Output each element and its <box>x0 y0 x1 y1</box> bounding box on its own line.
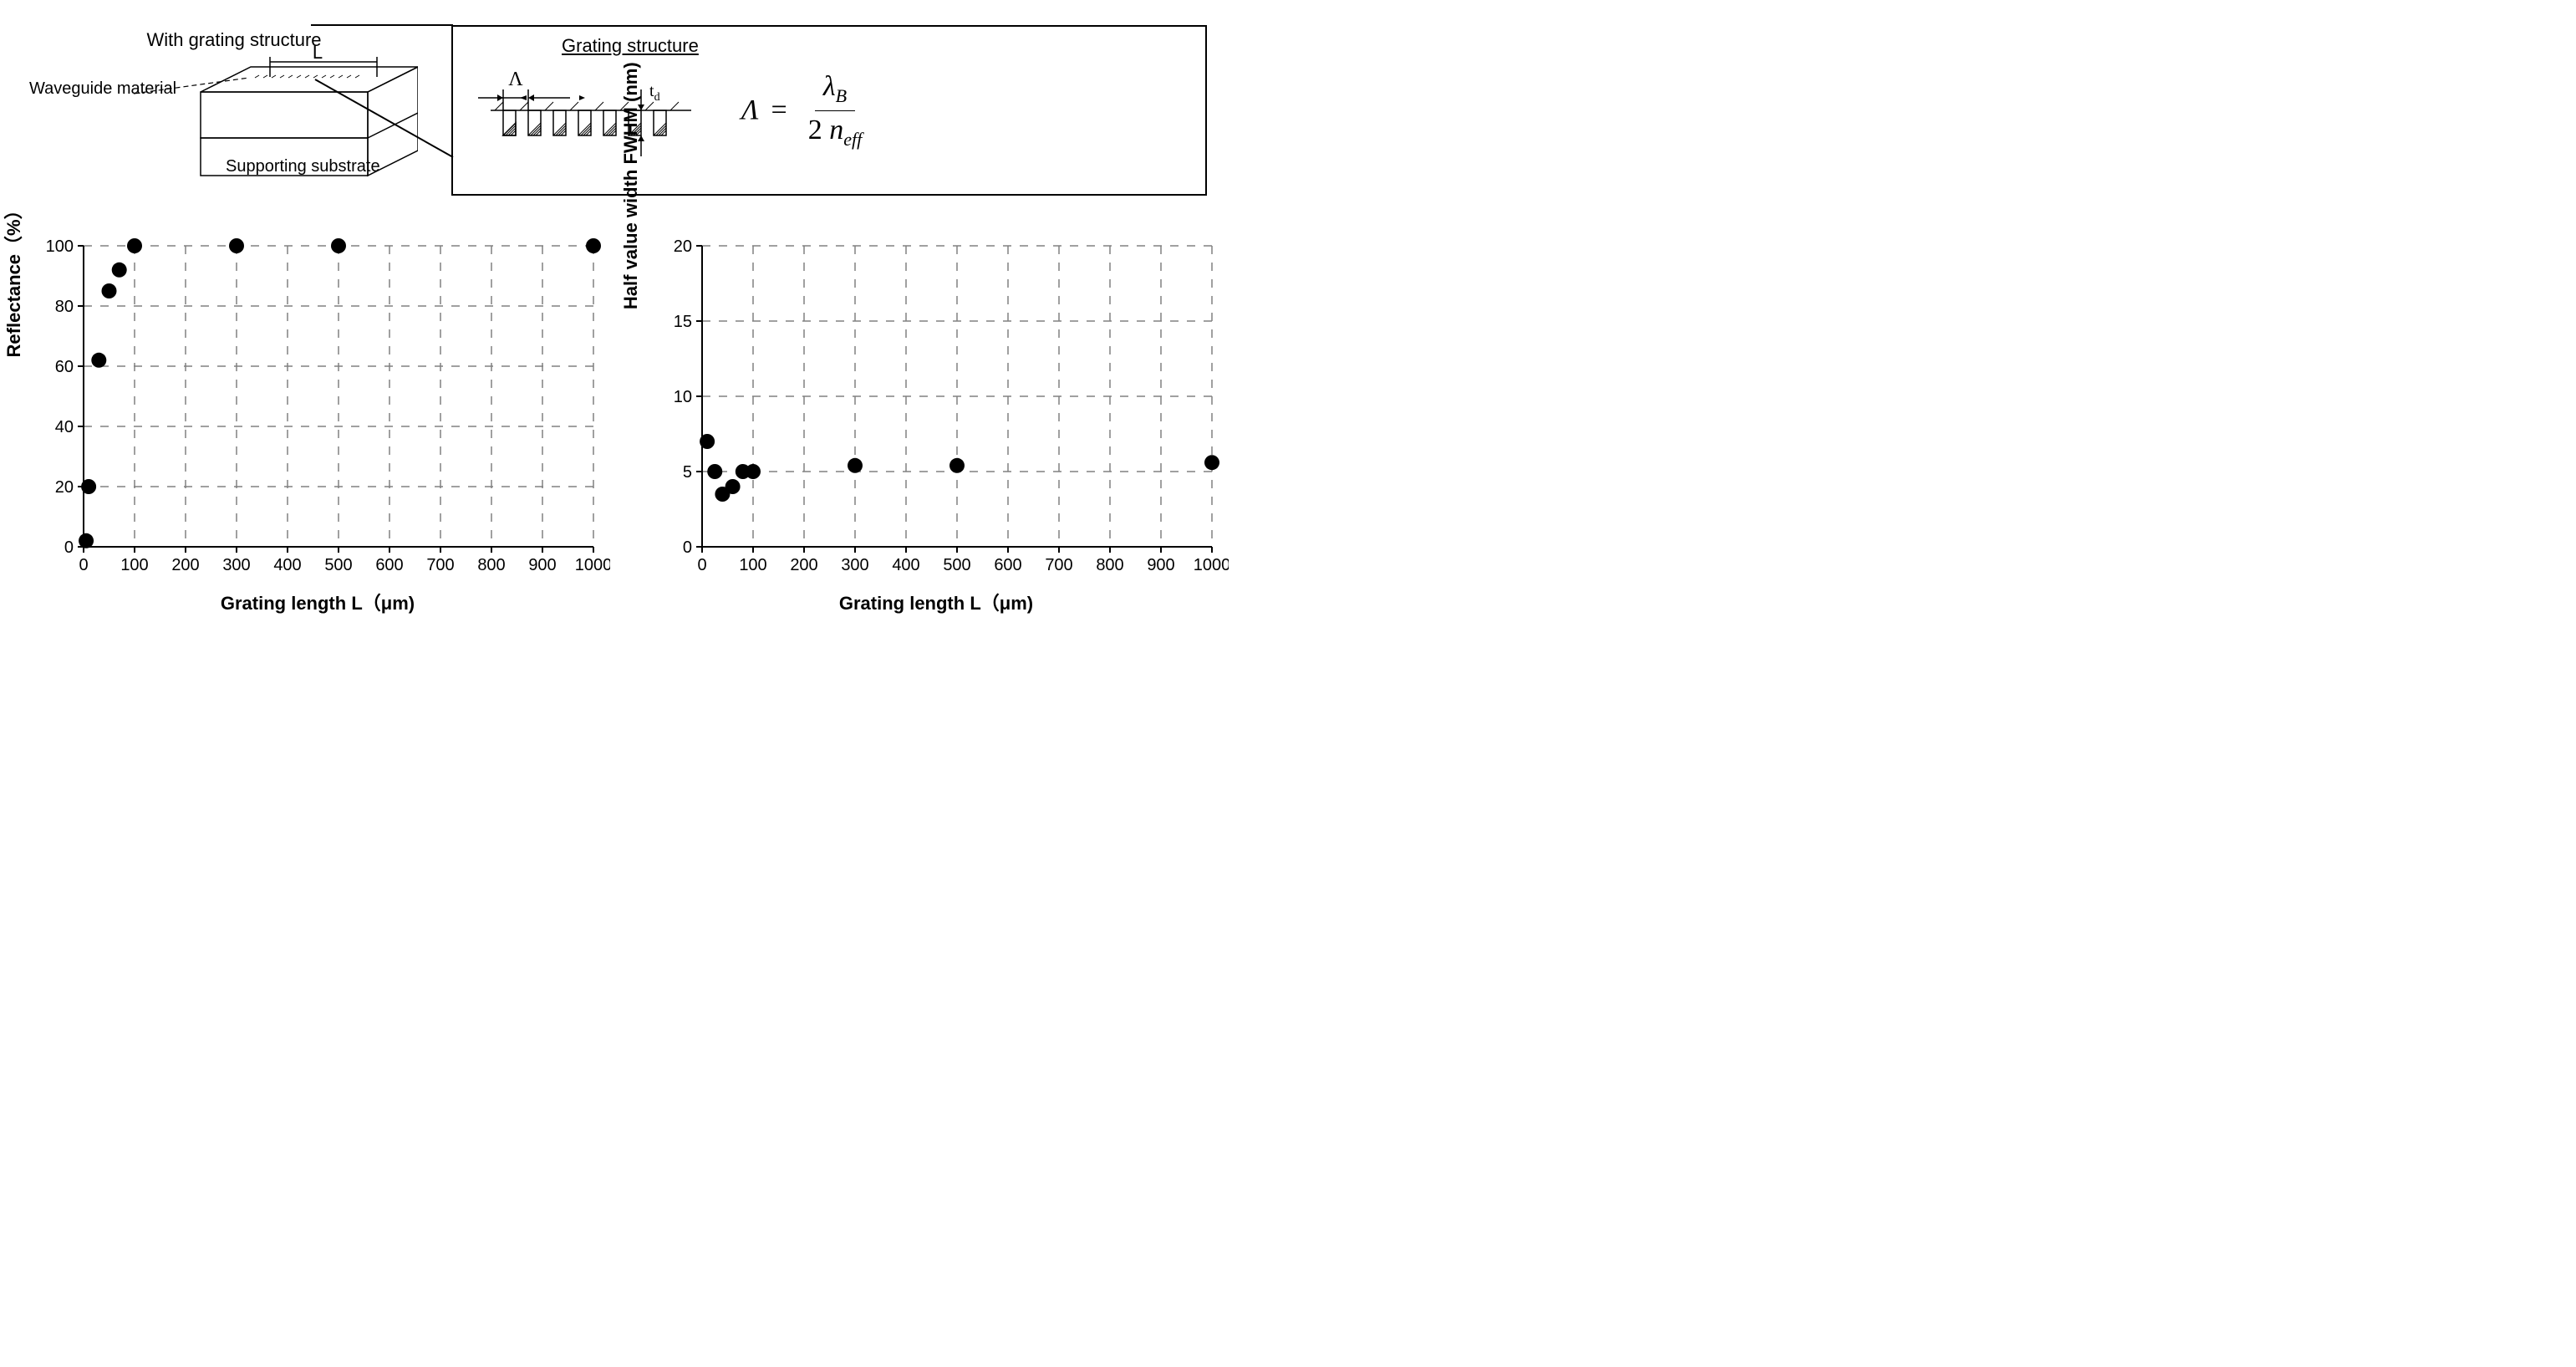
eq-equals: = <box>771 94 787 126</box>
period-symbol: Λ <box>508 69 523 90</box>
reflectance-ylabel: Reflectance（%） <box>0 201 26 357</box>
fwhm-xlabel: Grating length L（μm) <box>644 589 1229 615</box>
waveguide-label: Waveguide material <box>29 79 176 98</box>
svg-text:900: 900 <box>528 556 556 574</box>
svg-text:10: 10 <box>674 388 692 406</box>
callout-title: Grating structure <box>562 35 699 57</box>
diagram-title: With grating structure <box>146 29 321 50</box>
svg-text:20: 20 <box>674 237 692 256</box>
svg-text:100: 100 <box>739 556 766 574</box>
svg-text:300: 300 <box>841 556 868 574</box>
svg-text:200: 200 <box>171 556 199 574</box>
svg-text:300: 300 <box>222 556 250 574</box>
svg-text:1000: 1000 <box>575 556 610 574</box>
svg-text:60: 60 <box>55 358 74 376</box>
svg-text:800: 800 <box>1096 556 1123 574</box>
fwhm-chart-svg: 0 100 200 300 400 500 600 700 800 900 1000 0 5 10 15 20 <box>644 229 1229 580</box>
bragg-equation: Λ = λB 2 neff <box>741 71 870 150</box>
svg-text:100: 100 <box>46 237 74 256</box>
surface-hatches <box>495 102 679 110</box>
svg-text:900: 900 <box>1147 556 1174 574</box>
reflectance-xlabel: Grating length L（μm) <box>25 589 610 615</box>
svg-text:800: 800 <box>477 556 505 574</box>
callout-connectors <box>311 25 453 159</box>
svg-text:0: 0 <box>697 556 706 574</box>
svg-text:5: 5 <box>683 463 692 482</box>
callout-box: Grating structure <box>451 25 1207 196</box>
svg-text:0: 0 <box>64 538 74 557</box>
svg-text:700: 700 <box>1045 556 1072 574</box>
svg-text:600: 600 <box>375 556 403 574</box>
grating-detail-svg: Λ td <box>474 64 708 173</box>
svg-text:40: 40 <box>55 418 74 436</box>
fwhm-ylabel: Half value width FWHM (nm) <box>620 62 642 309</box>
svg-text:400: 400 <box>892 556 919 574</box>
svg-text:80: 80 <box>55 298 74 316</box>
svg-text:0: 0 <box>683 538 692 557</box>
svg-text:1000: 1000 <box>1194 556 1229 574</box>
svg-text:600: 600 <box>994 556 1021 574</box>
svg-text:400: 400 <box>273 556 301 574</box>
svg-text:0: 0 <box>79 556 88 574</box>
eq-lhs: Λ <box>741 94 759 126</box>
charts-section: Reflectance（%） 0100200300400500600700800… <box>25 229 1262 615</box>
fwhm-chart: Half value width FWHM (nm) 0100200300400… <box>644 229 1229 615</box>
depth-label: td <box>649 82 660 104</box>
top-section: With grating structure <box>25 25 1262 196</box>
svg-text:15: 15 <box>674 313 692 331</box>
svg-text:700: 700 <box>426 556 454 574</box>
reflectance-chart: Reflectance（%） 0100200300400500600700800… <box>25 229 610 615</box>
substrate-label: Supporting substrate <box>226 157 380 176</box>
svg-text:20: 20 <box>55 478 74 497</box>
reflectance-chart-svg: 0 100 200 300 400 500 600 700 800 900 1000 0 20 40 60 8… <box>25 229 610 580</box>
svg-text:500: 500 <box>324 556 352 574</box>
eq-fraction: λB 2 neff <box>800 71 871 150</box>
svg-text:200: 200 <box>790 556 817 574</box>
figure-container: With grating structure <box>25 25 1262 615</box>
svg-text:100: 100 <box>120 556 148 574</box>
svg-text:500: 500 <box>943 556 970 574</box>
